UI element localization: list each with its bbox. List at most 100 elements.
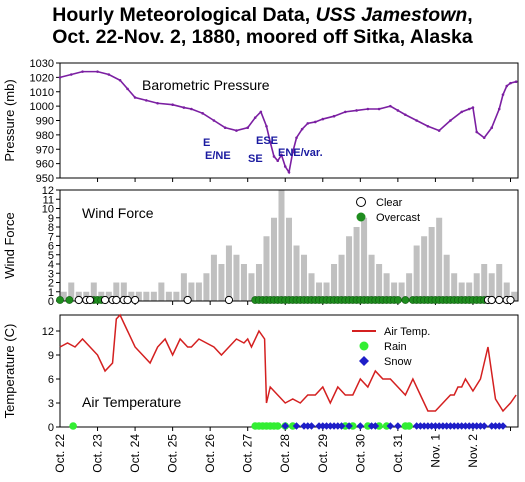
clear-marker <box>112 295 121 305</box>
x-tick-label: Oct. 29 <box>316 434 330 473</box>
overcast-marker <box>393 296 402 304</box>
wind-force-bar <box>90 282 97 301</box>
legend-snow-marker <box>359 356 369 366</box>
pressure-point <box>437 129 441 132</box>
pressure-point <box>107 73 111 76</box>
legend-clear-marker <box>356 197 366 207</box>
pressure-point <box>396 109 400 112</box>
pressure-point <box>482 136 486 140</box>
y-tick-label-wind-3: 3 <box>48 268 54 280</box>
pressure-point <box>259 110 263 114</box>
temperature-panel-title: Air Temperature <box>82 394 182 410</box>
wind-force-bar <box>210 254 217 301</box>
wind-force-bar <box>263 236 270 301</box>
y-tick-label-pressure-0: 950 <box>36 173 54 185</box>
pressure-point <box>235 129 238 132</box>
snow-marker <box>281 422 290 430</box>
x-tick-label: Oct. 22 <box>53 434 67 473</box>
clear-marker <box>130 295 140 305</box>
pressure-point <box>81 70 84 73</box>
wind-force-bar <box>451 273 458 301</box>
y-tick-label-wind-7: 7 <box>48 231 54 243</box>
chart-title-line-1: Hourly Meteorological Data, USS Jamestow… <box>0 4 525 26</box>
wind-force-bar <box>353 227 360 301</box>
snow-marker <box>345 422 353 430</box>
y-tick-label-pressure-6: 1010 <box>30 87 54 99</box>
pressure-point <box>300 127 304 131</box>
y-axis-label-pressure: Pressure (mb) <box>2 79 17 161</box>
wind-force-bar <box>113 282 120 301</box>
wind-force-bar <box>338 254 345 301</box>
snow-marker <box>386 422 395 430</box>
overcast-marker <box>401 296 410 304</box>
y-tick-label-pressure-8: 1030 <box>30 58 54 70</box>
pressure-series-line <box>59 70 517 175</box>
pressure-point <box>389 104 392 108</box>
wind-force-bar <box>406 273 413 301</box>
clear-marker <box>183 295 192 305</box>
pressure-point <box>377 107 381 111</box>
pressure-point <box>280 153 283 157</box>
pressure-point <box>268 140 272 144</box>
y-tick-label-wind-4: 4 <box>48 259 54 271</box>
clear-marker <box>85 295 95 305</box>
pressure-point <box>475 130 479 134</box>
y-tick-label-pressure-3: 980 <box>36 130 54 142</box>
pressure-point <box>276 159 280 163</box>
y-tick-label-temp-4: 12 <box>42 326 54 338</box>
legend-rain-label: Rain <box>384 341 407 353</box>
wind-force-bar <box>391 282 398 301</box>
snow-marker <box>307 422 316 430</box>
legend-air-temp-label: Air Temp. <box>384 326 430 338</box>
wind-force-bar <box>496 264 503 301</box>
wind-force-bar <box>225 245 232 301</box>
wind-force-bar <box>488 273 495 301</box>
wind-force-bar <box>466 282 473 301</box>
clear-marker <box>487 295 496 305</box>
snow-marker <box>356 422 365 430</box>
wind-force-bar <box>203 273 210 301</box>
rain-marker <box>405 422 413 430</box>
wind-force-bar <box>270 217 277 301</box>
pressure-point <box>212 119 216 122</box>
legend-overcast-label: Overcast <box>376 212 420 224</box>
rain-marker <box>69 422 77 430</box>
chart-title-line-2: Oct. 22-Nov. 2, 1880, moored off Sitka, … <box>52 26 473 48</box>
pressure-point <box>283 165 287 168</box>
rain-marker <box>273 422 282 430</box>
y-tick-label-temp-1: 3 <box>48 398 54 410</box>
pressure-point <box>126 87 129 91</box>
overcast-marker <box>56 296 64 304</box>
wind-force-bar <box>331 264 338 301</box>
wind-force-bar <box>413 245 420 301</box>
wind-force-bar <box>68 282 75 301</box>
title-ship-name: USS Jamestown <box>315 4 468 26</box>
clear-marker <box>495 295 504 305</box>
wind-force-bar <box>195 282 202 301</box>
snow-marker <box>394 422 402 430</box>
wind-force-bar <box>376 264 383 301</box>
pressure-point <box>497 107 501 111</box>
air-temperature-series-line <box>59 313 517 413</box>
wind-force-bar <box>398 282 405 301</box>
pressure-point <box>69 73 73 76</box>
x-tick-label: Oct. 27 <box>241 434 255 473</box>
y-tick-label-wind-1: 1 <box>48 287 54 299</box>
y-axis-label-wind: Wind Force <box>2 212 17 278</box>
snow-marker <box>337 422 346 430</box>
x-tick-label: Oct. 26 <box>203 434 217 473</box>
y-tick-label-temp-0: 0 <box>48 422 54 434</box>
wind-force-bar <box>158 282 165 301</box>
snow-marker <box>371 422 380 430</box>
wind-force-bar <box>165 291 172 301</box>
wind-force-bar <box>421 236 428 301</box>
wind-force-bar <box>278 190 285 301</box>
clear-marker <box>123 295 132 305</box>
wind-force-bar <box>180 273 187 301</box>
y-tick-label-wind-10: 10 <box>42 204 54 216</box>
plot-frame-temp <box>59 314 519 428</box>
pressure-point <box>272 155 276 158</box>
clear-marker <box>506 295 515 305</box>
wind-force-bar <box>368 254 375 301</box>
x-tick-label: Oct. 25 <box>166 434 180 473</box>
